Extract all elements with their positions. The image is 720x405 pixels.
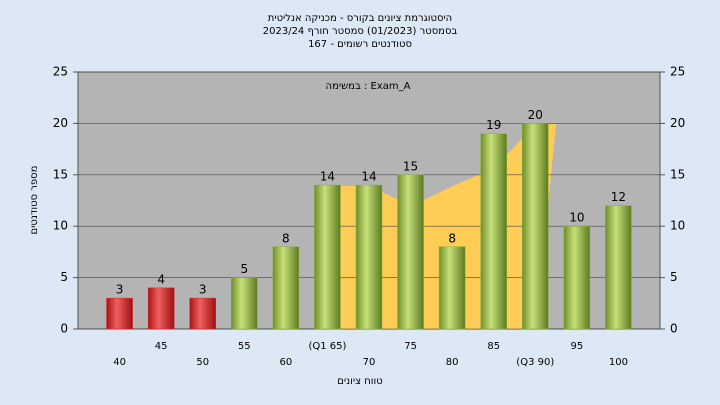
x-tick-label: 75	[404, 341, 417, 352]
x-tick-label: 50	[196, 357, 209, 368]
x-tick-label: 40	[113, 357, 126, 368]
y2-tick-label: 0	[670, 322, 678, 336]
title-line: היסטוגרמת ציונים בקורס - מכניקה אנליטית	[268, 13, 452, 24]
value-label: 14	[320, 170, 335, 184]
value-label: 12	[611, 190, 626, 204]
x-tick-label: 70	[363, 357, 376, 368]
bar	[189, 297, 216, 330]
x-tick-label: 80	[446, 357, 459, 368]
bar	[605, 205, 632, 330]
bar	[147, 287, 175, 330]
y-tick-label: 0	[60, 322, 68, 336]
x-tick-label: 60	[279, 357, 292, 368]
bar	[272, 246, 300, 330]
annotation: במשימה : Exam_A	[326, 81, 411, 92]
value-label: 3	[116, 283, 124, 297]
x-tick-label: 95	[570, 341, 583, 352]
y2-tick-label: 15	[670, 167, 685, 181]
value-label: 19	[486, 118, 501, 132]
x-tick-label: 45	[155, 341, 168, 352]
value-label: 14	[361, 170, 376, 184]
y-tick-label: 15	[53, 167, 68, 181]
x-tick-label: 85	[487, 341, 500, 352]
y-tick-label: 5	[60, 270, 68, 284]
x-tick-label: (Q1 65)	[308, 341, 346, 352]
value-label: 20	[528, 108, 543, 122]
y-tick-label: 25	[53, 65, 68, 79]
x-tick-label: 100	[609, 357, 628, 368]
bar	[231, 277, 258, 330]
value-label: 10	[569, 211, 584, 225]
x-tick-label: (Q3 90)	[516, 357, 554, 368]
y-tick-label: 10	[53, 219, 68, 233]
title-line: סטודנטים רשומים - 167	[308, 39, 412, 50]
y2-tick-label: 5	[670, 270, 678, 284]
bar	[522, 123, 549, 330]
y2-tick-label: 25	[670, 65, 685, 79]
title-line: בסמסטר (01/2023) סמסטר חורף 2023/24	[263, 26, 458, 37]
bar	[480, 133, 507, 330]
bar	[355, 184, 383, 330]
bar	[106, 297, 133, 330]
bar	[397, 174, 424, 330]
value-label: 3	[199, 283, 207, 297]
bar	[314, 184, 341, 330]
value-label: 8	[282, 231, 290, 245]
bar	[563, 225, 591, 330]
x-tick-label: 55	[238, 341, 251, 352]
value-label: 4	[157, 272, 165, 286]
y-axis-label: מספר סטודנטים	[29, 166, 40, 235]
value-label: 8	[448, 231, 456, 245]
y2-tick-label: 10	[670, 219, 685, 233]
bar	[438, 246, 466, 330]
x-axis-label: טווח ציונים	[337, 376, 382, 387]
y-tick-label: 20	[53, 116, 68, 130]
value-label: 5	[240, 262, 248, 276]
y2-tick-label: 20	[670, 116, 685, 130]
value-label: 15	[403, 159, 418, 173]
